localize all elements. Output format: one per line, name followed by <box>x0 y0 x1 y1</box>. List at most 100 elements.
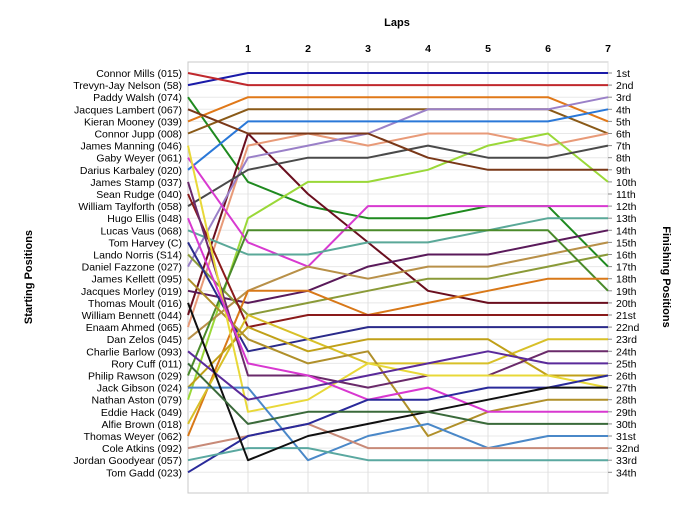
grid <box>187 61 609 494</box>
starting-position-label: Jack Gibson (024) <box>97 383 182 395</box>
finishing-position-label: 3rd <box>616 92 631 104</box>
series-line <box>187 72 608 87</box>
finishing-position-label: 29th <box>616 407 637 419</box>
lap-tick-label: 2 <box>305 43 311 55</box>
finishing-position-label: 30th <box>616 419 637 431</box>
x-axis-title: Laps <box>384 17 410 29</box>
finishing-position-label: 1st <box>616 68 630 80</box>
finishing-position-label: 11th <box>616 189 636 201</box>
finishing-position-label: 25th <box>616 358 637 370</box>
starting-position-label: Nathan Aston (079) <box>92 395 182 407</box>
series-line <box>187 144 609 207</box>
starting-position-label: Thomas Moult (016) <box>88 298 182 310</box>
finishing-position-label: 9th <box>616 165 631 177</box>
finishing-position-label: 10th <box>616 177 637 189</box>
series-line <box>187 72 608 87</box>
starting-position-label: Connor Mills (015) <box>96 68 182 80</box>
lap-tick-label: 5 <box>485 43 491 55</box>
starting-position-label: Sean Rudge (040) <box>96 189 182 201</box>
y-axis-title-left: Starting Positions <box>23 230 35 324</box>
series-line <box>187 326 608 389</box>
finishing-position-label: 27th <box>616 383 637 395</box>
series-line <box>187 314 608 425</box>
series-line <box>187 132 609 401</box>
lap-ticks: 1 2 3 4 5 6 7 <box>245 43 611 55</box>
finishing-position-label: 26th <box>616 371 637 383</box>
series-line <box>187 229 609 376</box>
finishing-position-label: 32nd <box>616 443 640 455</box>
finishing-position-label: 28th <box>616 395 637 407</box>
series-line <box>187 362 608 425</box>
starting-position-label: Darius Karbaley (020) <box>80 165 182 177</box>
series-lines <box>187 72 609 474</box>
finishing-position-label: 2nd <box>616 80 634 92</box>
series-line <box>187 302 608 462</box>
finishing-position-label: 15th <box>616 237 637 249</box>
series-line <box>187 193 608 329</box>
series-line <box>187 108 608 171</box>
series-line <box>187 447 608 462</box>
series-line <box>187 277 608 437</box>
finishing-position-label: 24th <box>616 346 637 358</box>
finishing-position-label: 5th <box>616 116 631 128</box>
series-line <box>187 241 608 353</box>
y-axis-title-right: Finishing Positions <box>660 226 672 327</box>
starting-position-label: Eddie Hack (049) <box>101 407 182 419</box>
plot-frame <box>187 61 609 494</box>
starting-position-label: Cole Atkins (092) <box>102 443 182 455</box>
lap-tick-label: 6 <box>545 43 551 55</box>
finishing-position-label: 23rd <box>616 334 637 346</box>
finishing-position-label: 21st <box>616 310 636 322</box>
finishing-position-label: 18th <box>616 274 637 286</box>
starting-position-label: Paddy Walsh (074) <box>93 92 182 104</box>
finishing-position-label: 7th <box>616 141 631 153</box>
starting-position-label: Tom Harvey (C) <box>108 237 182 249</box>
finishing-position-label: 13th <box>616 213 637 225</box>
lap-tick-label: 4 <box>425 43 431 55</box>
starting-position-label: Kieran Mooney (039) <box>84 116 182 128</box>
finishing-position-label: 19th <box>616 286 637 298</box>
starting-position-label: Enaam Ahmed (065) <box>86 322 182 334</box>
starting-position-label: Jacques Morley (019) <box>81 286 182 298</box>
starting-position-label: Dan Zelos (045) <box>107 334 182 346</box>
starting-position-label: Daniel Fazzone (027) <box>82 262 182 274</box>
series-line <box>187 374 609 474</box>
finishing-position-label: 12th <box>616 201 637 213</box>
series-line <box>187 241 609 340</box>
finishing-position-label: 4th <box>616 104 631 116</box>
starting-position-label: Lando Norris (S14) <box>93 250 182 262</box>
starting-position-label: Lucas Vaus (068) <box>100 225 182 237</box>
starting-position-label: James Kellett (095) <box>92 274 182 286</box>
finishing-position-label: 17th <box>616 262 637 274</box>
starting-position-label: William Taylforth (058) <box>78 201 182 213</box>
series-line <box>187 217 608 413</box>
starting-position-label: William Bennett (044) <box>82 310 182 322</box>
starting-position-label: Thomas Weyer (062) <box>84 431 182 443</box>
finishing-position-labels: 1st2nd3rd4th5th6th7th8th9th10th11th12th1… <box>608 68 640 479</box>
series-line <box>187 217 608 256</box>
series-line <box>187 132 609 328</box>
starting-position-label: Rory Cuff (011) <box>111 358 182 370</box>
starting-position-label: Tom Gadd (023) <box>106 467 182 479</box>
finishing-position-label: 16th <box>616 250 637 262</box>
series-line <box>187 253 609 316</box>
finishing-position-label: 33rd <box>616 455 637 467</box>
starting-position-label: Connor Jupp (008) <box>94 129 182 141</box>
starting-position-label: Alfie Brown (018) <box>101 419 182 431</box>
starting-position-labels: Connor Mills (015)Trevyn-Jay Nelson (58)… <box>73 68 182 479</box>
starting-position-label: Gaby Weyer (061) <box>96 153 182 165</box>
finishing-position-label: 34th <box>616 467 637 479</box>
series-line <box>188 386 608 462</box>
lap-tick-label: 7 <box>605 43 611 55</box>
series-line <box>187 229 609 304</box>
lap-tick-label: 3 <box>365 43 371 55</box>
finishing-position-label: 8th <box>616 153 631 165</box>
series-line <box>187 157 608 268</box>
starting-position-label: Jacques Lambert (067) <box>74 104 182 116</box>
starting-position-label: James Manning (046) <box>80 141 182 153</box>
starting-position-label: Jordan Goodyear (057) <box>73 455 182 467</box>
finishing-position-label: 20th <box>616 298 637 310</box>
finishing-position-label: 31st <box>616 431 636 443</box>
starting-position-label: James Stamp (037) <box>90 177 182 189</box>
